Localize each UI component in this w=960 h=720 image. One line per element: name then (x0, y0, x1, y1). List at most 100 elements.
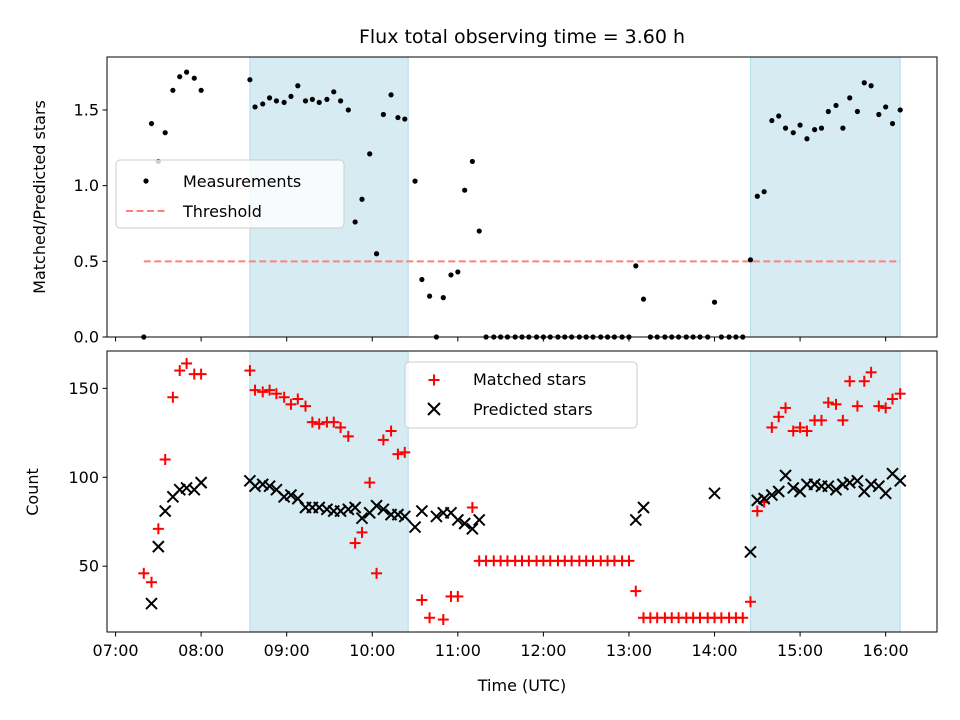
measurement-point (818, 125, 825, 131)
matched-stars-point (880, 402, 892, 414)
measurement-point (790, 130, 796, 136)
measurement-point (198, 87, 204, 93)
matched-stars-point (335, 421, 347, 433)
matched-stars-point (349, 537, 361, 549)
measurement-point (776, 113, 782, 119)
measurement-point (640, 296, 647, 302)
matched-stars-point (815, 414, 827, 426)
shaded-region-2 (749, 350, 901, 633)
x-tick-label: 16:00 (863, 641, 909, 660)
bottom-y-axis-label: Count (23, 468, 42, 516)
matched-stars-point (152, 523, 164, 535)
predicted-stars-point (145, 597, 158, 610)
predicted-stars-point (355, 511, 369, 525)
top-data-points (141, 69, 903, 340)
matched-stars-point (356, 526, 368, 538)
measurement-point (309, 96, 315, 102)
shaded-region-2 (749, 56, 901, 338)
bottom-y-axis: 50 100 150 (68, 379, 107, 576)
matched-stars-point (364, 477, 376, 489)
matched-stars-point (737, 612, 749, 624)
top-shaded-regions (249, 56, 901, 338)
measurement-point (359, 196, 365, 202)
matched-stars-point (257, 386, 269, 398)
matched-stars-point (851, 400, 863, 412)
measurement-point (345, 107, 351, 113)
matched-stars-point (270, 388, 282, 400)
matched-stars-point (894, 388, 906, 400)
measurement-point (367, 151, 373, 157)
matched-stars-point (773, 411, 785, 423)
measurement-point (782, 125, 789, 131)
measurement-point (476, 228, 482, 234)
measurement-point (426, 293, 433, 299)
measurement-point (352, 219, 358, 225)
matched-stars-point (424, 612, 436, 624)
measurement-point (469, 158, 475, 165)
measurement-point (797, 122, 803, 128)
measurement-point (395, 114, 401, 121)
predicted-stars-point (377, 503, 390, 516)
predicted-stars-point (779, 469, 792, 482)
measurement-point (633, 263, 639, 269)
predicted-stars-point (466, 522, 479, 536)
measurement-point (260, 101, 266, 107)
predicted-stars-point (194, 476, 208, 489)
predicted-stars-series (145, 467, 907, 610)
measurement-point (761, 189, 767, 195)
matched-stars-point (744, 596, 756, 608)
x-tick-label: 07:00 (93, 641, 139, 660)
predicted-stars-point (451, 513, 465, 527)
predicted-stars-point (158, 504, 172, 518)
x-tick-label: 13:00 (606, 641, 652, 660)
matched-stars-point (181, 357, 193, 369)
matched-stars-point (377, 434, 389, 446)
matched-stars-point (300, 400, 312, 412)
legend-measurements-marker (143, 178, 149, 184)
matched-stars-point (392, 448, 404, 460)
measurement-point (177, 74, 183, 80)
top-x-axis (115, 337, 887, 342)
matched-stars-point (167, 391, 179, 403)
measurement-point (281, 99, 287, 106)
measurement-point (812, 127, 818, 133)
matched-stars-point (858, 375, 870, 387)
matched-stars-point (416, 594, 428, 606)
matched-stars-point (837, 414, 849, 426)
top-legend: Measurements Threshold (115, 159, 345, 229)
matched-stars-point (159, 453, 171, 465)
measurement-point (170, 87, 176, 93)
measurement-point (148, 120, 155, 127)
top-legend-box (115, 159, 345, 229)
predicted-stars-point (757, 492, 771, 505)
legend-predicted-marker (427, 402, 441, 416)
measurement-point (883, 104, 889, 110)
measurements-series (141, 69, 903, 340)
predicted-stars-point (348, 501, 362, 514)
matched-stars-point (399, 446, 411, 458)
y-tick-label: 1.5 (74, 100, 99, 119)
predicted-stars-point (629, 513, 643, 527)
x-tick-label: 08:00 (178, 641, 224, 660)
legend-measurements-label: Measurements (183, 172, 301, 191)
matched-stars-point (371, 567, 383, 579)
matched-stars-point (342, 430, 354, 442)
bottom-panel: 50 100 150 07:00 08:00 09:00 10:00 11:00 12:00 1… (23, 350, 938, 695)
legend-matched-marker (428, 374, 440, 386)
matched-stars-series (138, 357, 906, 626)
predicted-stars-point (415, 504, 429, 518)
measurement-point (754, 193, 760, 199)
predicted-stars-point (879, 487, 892, 500)
measurement-point (825, 108, 831, 115)
measurement-point (337, 98, 344, 104)
predicted-stars-point (787, 481, 800, 495)
legend-threshold-label: Threshold (182, 202, 262, 221)
matched-stars-point (787, 425, 799, 437)
matched-stars-point (328, 416, 340, 428)
matched-stars-point (873, 400, 885, 412)
top-panel: 0.0 0.5 1.0 1.5 Matched/Predicted stars Mea… (30, 56, 938, 347)
matched-stars-point (844, 375, 856, 387)
measurement-point (419, 276, 425, 283)
y-tick-label: 1.0 (74, 176, 99, 195)
x-tick-label: 12:00 (520, 641, 566, 660)
